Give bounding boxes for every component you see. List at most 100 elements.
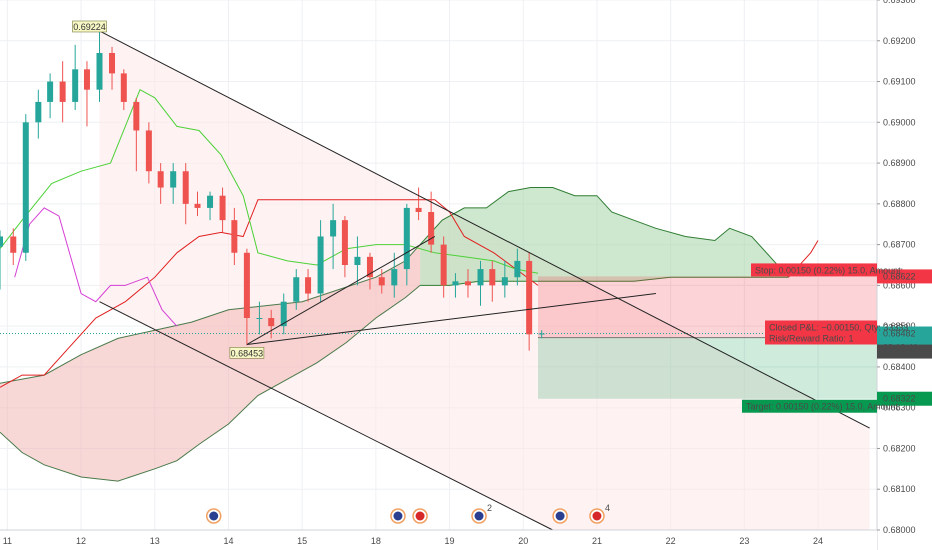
candle-body[interactable] — [231, 220, 238, 253]
triangle-upper-line[interactable] — [246, 236, 436, 345]
candle-body[interactable] — [366, 256, 373, 278]
candle-body[interactable] — [133, 101, 140, 131]
candle-body[interactable] — [464, 281, 471, 286]
target-price-badge: 0.68322 — [883, 394, 916, 404]
event-count-label: 2 — [487, 503, 492, 513]
price-tick-label: 0.68700 — [883, 240, 916, 250]
date-tick-label: 15 — [297, 536, 307, 546]
ichimoku-cloud-green-fill — [420, 187, 789, 286]
candle-body[interactable] — [428, 212, 435, 245]
high-price-tag: 0.69224 — [73, 22, 106, 32]
price-tick-label: 0.68900 — [883, 158, 916, 168]
closed-pnl-label-line-2: Risk/Reward Ratio: 1 — [769, 333, 854, 343]
candle-body[interactable] — [489, 269, 496, 286]
candle-body[interactable] — [526, 260, 533, 335]
candle-body[interactable] — [514, 260, 521, 278]
candle-body[interactable] — [207, 195, 214, 208]
target-info-label-line-1: Target: 0.00150 (0.22%) 15.0, Amount: — [746, 402, 901, 412]
candle-body[interactable] — [378, 277, 385, 286]
date-tick-label: 21 — [592, 536, 602, 546]
candle-body[interactable] — [145, 130, 152, 172]
candle-body[interactable] — [256, 318, 263, 319]
candle-body[interactable] — [157, 171, 164, 188]
candle-body[interactable] — [96, 53, 103, 90]
candle-body[interactable] — [219, 195, 226, 221]
stop-info-label-box[interactable] — [751, 263, 877, 277]
candle-body[interactable] — [391, 269, 398, 286]
candle-body[interactable] — [83, 69, 90, 90]
candle-body[interactable] — [538, 333, 545, 335]
candle-body[interactable] — [280, 301, 287, 327]
candle-body[interactable] — [415, 207, 422, 212]
date-tick-label: 12 — [76, 536, 86, 546]
last-price-badge: 0.68482 — [883, 328, 916, 338]
candle-body[interactable] — [35, 101, 42, 123]
channel-upper-line[interactable] — [99, 30, 870, 429]
low-price-tag-box — [229, 347, 265, 359]
candle-body[interactable] — [268, 318, 275, 327]
candle-body[interactable] — [59, 81, 66, 102]
candle-body[interactable] — [182, 171, 189, 204]
take-profit-zone — [537, 337, 877, 399]
price-tick-label: 0.69000 — [883, 117, 916, 127]
candle-body[interactable] — [0, 236, 3, 247]
candle-body[interactable] — [170, 171, 177, 188]
candle-body[interactable] — [501, 277, 508, 286]
candle-body[interactable] — [10, 236, 17, 253]
entry-price-badge-box — [877, 344, 932, 359]
time-axis[interactable] — [0, 530, 877, 550]
chikou-line — [14, 207, 178, 327]
price-tick-label: 0.69300 — [883, 0, 916, 5]
triangle-lower-line[interactable] — [246, 293, 656, 345]
candle-body[interactable] — [72, 69, 79, 102]
date-tick-label: 22 — [666, 536, 676, 546]
candle-body[interactable] — [330, 220, 337, 237]
price-tick-label: 0.68300 — [883, 403, 916, 413]
date-tick-label: 18 — [371, 536, 381, 546]
event-icon-fill — [592, 511, 602, 521]
candle-body[interactable] — [47, 81, 54, 102]
candle-body[interactable] — [305, 277, 312, 294]
entry-price-badge: 0.68472 — [883, 347, 916, 357]
stop-price-badge-box — [877, 269, 932, 284]
candle-body[interactable] — [452, 281, 459, 286]
candle-body[interactable] — [293, 277, 300, 302]
price-tick-label: 0.68200 — [883, 443, 916, 453]
closed-pnl-label-line-1: Closed P&L: −0.00150, Qty: 33333 — [769, 322, 908, 332]
high-price-tag-box — [72, 20, 107, 33]
candle-body[interactable] — [120, 73, 127, 102]
ichimoku-cloud-red-fill — [0, 244, 421, 482]
price-tick-label: 0.68400 — [883, 362, 916, 372]
event-icon-fill — [555, 511, 565, 521]
price-tick-label: 0.68000 — [883, 525, 916, 535]
candle-body[interactable] — [440, 244, 447, 286]
date-tick-label: 13 — [150, 536, 160, 546]
event-icon-fill — [474, 511, 484, 521]
candle-body[interactable] — [243, 252, 250, 318]
price-tick-label: 0.68600 — [883, 280, 916, 290]
date-tick-label: 19 — [445, 536, 455, 546]
stop-info-label-line-1: Stop: 0.00150 (0.22%) 15.0, Amount: — [755, 265, 903, 275]
target-price-badge-box — [877, 391, 932, 406]
ichimoku-cloud-green-span-a — [419, 187, 789, 278]
candle-body[interactable] — [341, 220, 348, 265]
candle-body[interactable] — [22, 122, 29, 253]
price-tick-label: 0.68500 — [883, 321, 916, 331]
channel-lower-line[interactable] — [99, 301, 553, 531]
target-info-label-box[interactable] — [742, 399, 877, 413]
event-icon-fill — [209, 511, 219, 521]
closed-pnl-label-box[interactable] — [765, 320, 877, 345]
candle-body[interactable] — [317, 236, 324, 294]
stop-price-badge: 0.68622 — [883, 271, 916, 281]
ichimoku-cloud-red-span-a — [0, 244, 421, 384]
candle-body[interactable] — [194, 203, 201, 208]
price-tick-label: 0.69200 — [883, 36, 916, 46]
candle-body[interactable] — [403, 207, 410, 270]
candle-body[interactable] — [354, 256, 361, 265]
candle-body[interactable] — [477, 269, 484, 286]
event-icon-fill — [415, 511, 425, 521]
event-count-label: 4 — [605, 503, 610, 513]
date-tick-label: 20 — [518, 536, 528, 546]
candle-body[interactable] — [109, 53, 116, 74]
